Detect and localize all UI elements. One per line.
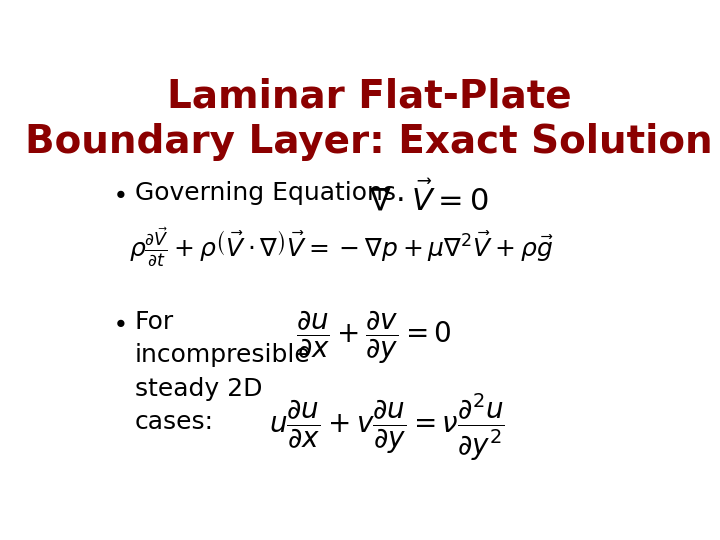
Text: steady 2D: steady 2D	[135, 377, 262, 401]
Text: Governing Equations: Governing Equations	[135, 181, 396, 205]
Text: $\nabla \cdot \vec{V} = 0$: $\nabla \cdot \vec{V} = 0$	[369, 179, 489, 215]
Text: $\rho\frac{\partial \vec{V}}{\partial t} + \rho\left(\vec{V} \cdot \nabla\right): $\rho\frac{\partial \vec{V}}{\partial t}…	[129, 225, 554, 268]
Text: Laminar Flat-Plate: Laminar Flat-Plate	[167, 77, 571, 115]
Text: $u\dfrac{\partial u}{\partial x} + v\dfrac{\partial u}{\partial y} = \nu\dfrac{\: $u\dfrac{\partial u}{\partial x} + v\dfr…	[269, 391, 505, 463]
Text: $\bullet$: $\bullet$	[112, 181, 126, 205]
Text: incompresible: incompresible	[135, 343, 310, 367]
Text: Boundary Layer: Exact Solution: Boundary Layer: Exact Solution	[25, 123, 713, 161]
Text: cases:: cases:	[135, 410, 214, 434]
Text: For: For	[135, 310, 174, 334]
Text: $\dfrac{\partial u}{\partial x} + \dfrac{\partial v}{\partial y} = 0$: $\dfrac{\partial u}{\partial x} + \dfrac…	[297, 308, 452, 366]
Text: $\bullet$: $\bullet$	[112, 310, 126, 334]
